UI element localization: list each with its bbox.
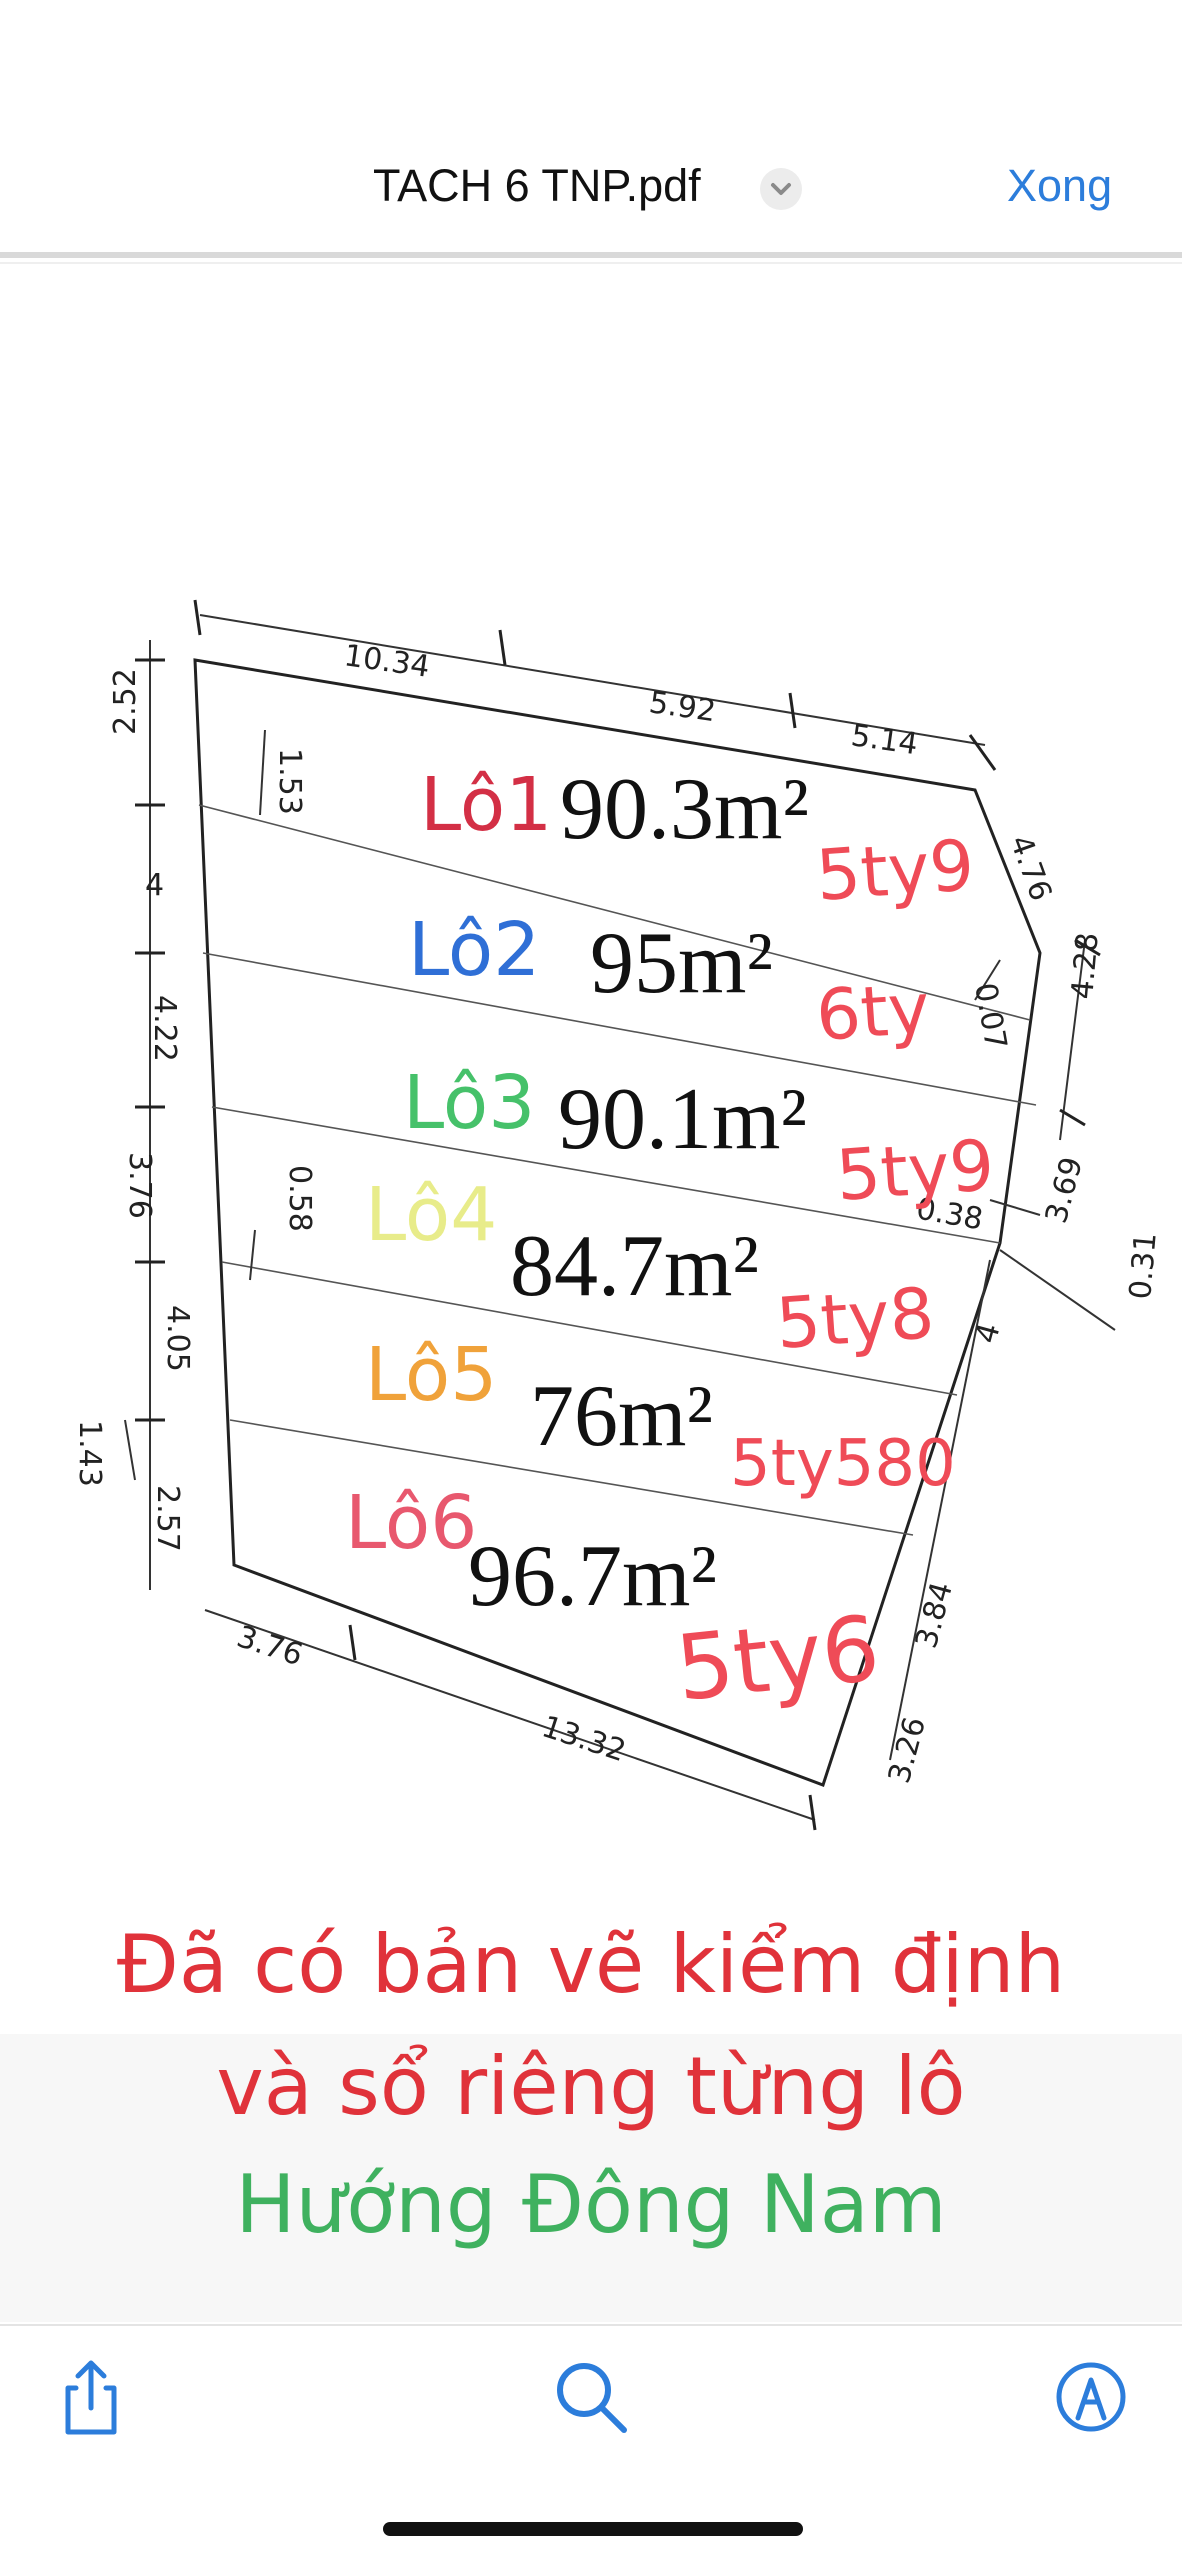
lot-4-area: 84.7m² (510, 1218, 759, 1315)
dim-left-g: 4.05 (160, 1305, 195, 1372)
lot-4: Lô4 84.7m² 5ty8 (365, 1172, 937, 1365)
dim-left-e: 3.76 (122, 1152, 157, 1219)
lot-2-area: 95m² (590, 915, 773, 1012)
dim-right-b: 4.28 (1065, 931, 1106, 1001)
lot-dividers (198, 804, 1037, 1536)
lot-5-area: 76m² (530, 1368, 713, 1465)
dim-left-d: 4.22 (147, 995, 182, 1062)
lot-1: Lô1 90.3m² 5ty9 (420, 761, 977, 917)
lot-2-label: Lô2 (408, 907, 540, 993)
caption-line-1: Đã có bản vẽ kiểm định (116, 1918, 1066, 2011)
lot-3-price: 5ty9 (833, 1124, 996, 1217)
lot-5: Lô5 76m² 5ty580 (365, 1332, 956, 1501)
done-button[interactable]: Xong (1007, 160, 1113, 211)
lot-6-price: 5ty6 (671, 1596, 884, 1722)
dimension-lines (124, 614, 1116, 1821)
lot-4-label: Lô4 (365, 1172, 497, 1258)
dim-left-f: 0.58 (282, 1165, 317, 1232)
lot-3-area: 90.1m² (558, 1071, 807, 1168)
document-title[interactable]: TACH 6 TNP.pdf (373, 160, 701, 211)
dim-right-g: 3.26 (882, 1713, 933, 1787)
lot-3: Lô3 90.1m² 5ty9 (403, 1060, 997, 1217)
lot-5-label: Lô5 (365, 1332, 497, 1418)
dim-inner-a: 0.07 (967, 980, 1013, 1052)
lot-5-price: 5ty580 (730, 1427, 956, 1501)
dim-right-f: 3.84 (909, 1578, 960, 1652)
dim-right-d: 0.31 (1123, 1231, 1164, 1301)
dim-bottom-a: 3.76 (233, 1619, 307, 1673)
dim-left-c: 4 (145, 868, 164, 903)
lot-2: Lô2 95m² 6ty (408, 907, 932, 1057)
caption-background (0, 2034, 1182, 2322)
dim-top-b: 5.92 (647, 685, 718, 729)
dimension-ticks (135, 599, 1101, 1831)
lot-4-price: 5ty8 (773, 1272, 936, 1365)
dim-right-a: 4.76 (1002, 831, 1058, 906)
land-plot-drawing: 10.34 5.92 5.14 4.76 4.28 3.69 0.31 4 3.… (72, 599, 1164, 1831)
lot-6: Lô6 96.7m² 5ty6 (345, 1480, 884, 1722)
dim-left-b: 1.53 (272, 748, 307, 815)
nav-divider (0, 252, 1182, 258)
caption-line-3: Hướng Đông Nam (235, 2158, 947, 2251)
dim-left-h: 1.43 (72, 1420, 107, 1487)
share-icon[interactable] (46, 2352, 136, 2442)
search-icon[interactable] (546, 2352, 636, 2442)
dim-top-a: 10.34 (342, 638, 432, 685)
lot-2-price: 6ty (813, 967, 932, 1057)
markup-pen-icon[interactable] (1046, 2352, 1136, 2442)
lot-1-area: 90.3m² (560, 761, 809, 858)
dim-left-a: 2.52 (108, 668, 143, 735)
lot-6-label: Lô6 (345, 1480, 477, 1566)
dim-bottom-b: 13.32 (538, 1709, 631, 1769)
nav-divider-shadow (0, 262, 1182, 264)
lot-3-label: Lô3 (403, 1060, 535, 1146)
dim-right-e: 4 (969, 1320, 1008, 1348)
dim-top-c: 5.14 (849, 718, 920, 762)
caption-line-2: và sổ riêng từng lô (216, 2040, 966, 2133)
lot-1-label: Lô1 (420, 762, 552, 848)
lot-6-area: 96.7m² (468, 1528, 717, 1625)
home-indicator (383, 2522, 803, 2536)
chevron-down-icon[interactable] (760, 168, 802, 210)
dim-right-c: 3.69 (1039, 1153, 1090, 1227)
navigation-bar: TACH 6 TNP.pdf Xong (0, 0, 1182, 264)
dim-left-i: 2.57 (150, 1485, 185, 1552)
lot-1-price: 5ty9 (813, 824, 976, 917)
